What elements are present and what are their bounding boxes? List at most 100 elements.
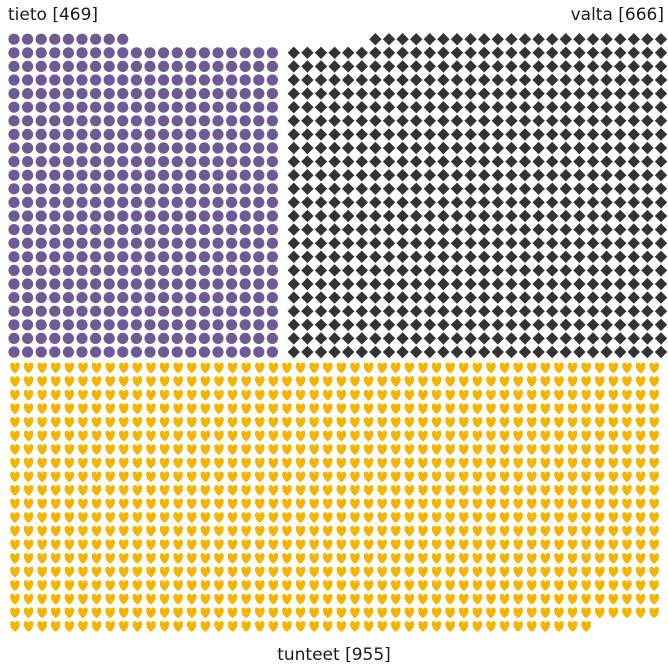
unit-valta-517 xyxy=(396,277,409,291)
unit-tunteet-705 xyxy=(459,553,469,564)
unit-tunteet-888 xyxy=(336,607,347,619)
unit-valta-76 xyxy=(301,60,314,73)
unit-tieto-123 xyxy=(198,115,210,127)
unit-tunteet-402 xyxy=(255,471,265,483)
unit-valta-332 xyxy=(627,196,640,209)
unit-tunteet-621 xyxy=(622,525,632,537)
unit-tunteet-866 xyxy=(37,607,47,619)
unit-valta-594 xyxy=(491,318,504,331)
unit-tunteet-317 xyxy=(404,444,415,455)
unit-valta-21 xyxy=(369,33,382,46)
unit-tunteet-12 xyxy=(173,362,183,374)
unit-valta-440 xyxy=(301,237,314,250)
unit-tunteet-224 xyxy=(445,417,455,428)
unit-tunteet-39 xyxy=(540,362,551,374)
unit-valta-422 xyxy=(546,237,559,250)
unit-tieto-182 xyxy=(185,156,197,168)
unit-tunteet-885 xyxy=(295,607,306,619)
unit-tunteet-642 xyxy=(255,539,265,551)
unit-tieto-314 xyxy=(76,251,88,263)
unit-tunteet-368 xyxy=(445,457,455,469)
unit-valta-639 xyxy=(641,345,654,359)
unit-tieto-122 xyxy=(185,115,197,127)
unit-tunteet-757 xyxy=(513,566,523,578)
unit-valta-654 xyxy=(437,345,450,359)
unit-tunteet-413 xyxy=(404,471,415,483)
unit-tieto-91 xyxy=(35,101,47,113)
unit-tunteet-446 xyxy=(200,485,211,496)
unit-tieto-270 xyxy=(22,224,34,236)
unit-tunteet-662 xyxy=(527,539,537,551)
unit-tunteet-362 xyxy=(363,457,374,469)
unit-tunteet-933 xyxy=(295,621,306,632)
unit-valta-17 xyxy=(423,33,436,46)
unit-tunteet-673 xyxy=(23,553,34,564)
unit-valta-574 xyxy=(382,305,396,318)
unit-tieto-26 xyxy=(239,47,251,59)
unit-valta-534 xyxy=(546,291,559,304)
unit-tunteet-10 xyxy=(146,362,156,374)
unit-valta-364 xyxy=(573,209,586,223)
unit-tieto-341 xyxy=(171,264,183,276)
unit-valta-467 xyxy=(314,250,328,263)
unit-valta-258 xyxy=(491,155,504,168)
unit-valta-165 xyxy=(614,114,627,127)
unit-tieto-391 xyxy=(35,305,47,317)
unit-tunteet-950 xyxy=(527,621,537,632)
unit-valta-626 xyxy=(437,332,450,345)
unit-tunteet-323 xyxy=(486,444,496,455)
unit-tieto-317 xyxy=(117,251,129,263)
unit-valta-411 xyxy=(314,223,328,236)
unit-tunteet-740 xyxy=(282,566,292,578)
unit-valta-324 xyxy=(355,182,368,195)
unit-valta-498 xyxy=(654,277,668,291)
unit-valta-319 xyxy=(423,182,436,195)
unit-tieto-83 xyxy=(198,88,210,100)
unit-tunteet-560 xyxy=(445,512,455,523)
unit-valta-92 xyxy=(464,73,477,87)
unit-tunteet-539 xyxy=(159,512,170,523)
unit-tunteet-570 xyxy=(581,512,591,523)
unit-tunteet-589 xyxy=(187,525,197,537)
unit-valta-400 xyxy=(464,223,477,236)
unit-tieto-403 xyxy=(198,305,210,317)
unit-tunteet-636 xyxy=(173,539,183,551)
unit-tunteet-953 xyxy=(567,621,578,632)
unit-tunteet-210 xyxy=(255,417,265,428)
unit-tieto-108 xyxy=(266,101,278,113)
unit-valta-443 xyxy=(641,250,654,263)
unit-tieto-7 xyxy=(103,33,115,45)
unit-tunteet-217 xyxy=(350,417,360,428)
unit-tunteet-846 xyxy=(418,593,428,605)
unit-valta-601 xyxy=(396,318,409,331)
unit-valta-335 xyxy=(586,196,600,209)
unit-tunteet-53 xyxy=(78,376,88,387)
group-valta-units xyxy=(287,33,668,359)
unit-tieto-274 xyxy=(76,224,88,236)
unit-valta-19 xyxy=(396,33,409,46)
unit-tunteet-95 xyxy=(649,376,659,387)
unit-tunteet-326 xyxy=(527,444,537,455)
unit-tieto-24 xyxy=(212,47,224,59)
unit-tunteet-519 xyxy=(540,498,551,510)
unit-valta-630 xyxy=(382,332,396,345)
unit-tunteet-568 xyxy=(554,512,564,523)
unit-valta-569 xyxy=(450,305,464,318)
unit-valta-176 xyxy=(464,114,477,127)
unit-tunteet-42 xyxy=(581,362,591,374)
unit-valta-210 xyxy=(382,128,396,141)
unit-tunteet-735 xyxy=(214,566,224,578)
unit-tunteet-812 xyxy=(608,580,619,591)
unit-tunteet-664 xyxy=(554,539,564,551)
unit-tunteet-390 xyxy=(91,471,102,483)
unit-valta-65 xyxy=(450,60,464,73)
unit-valta-16 xyxy=(437,33,450,46)
unit-valta-485 xyxy=(450,264,464,277)
unit-tieto-339 xyxy=(144,264,156,276)
unit-tunteet-704 xyxy=(445,553,455,564)
unit-valta-235 xyxy=(423,141,436,155)
unit-tunteet-896 xyxy=(445,607,455,619)
unit-tunteet-411 xyxy=(377,471,387,483)
unit-tieto-320 xyxy=(158,251,170,263)
unit-valta-75 xyxy=(314,60,328,73)
